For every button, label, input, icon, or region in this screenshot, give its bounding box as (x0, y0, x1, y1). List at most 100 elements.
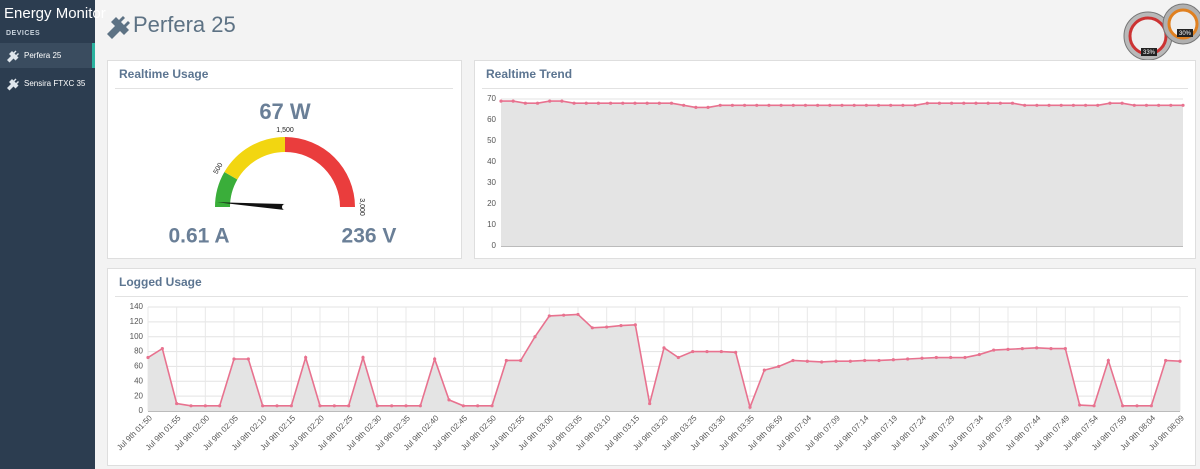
point (863, 358, 867, 363)
y-tick-label: 140 (130, 302, 144, 311)
point (913, 103, 917, 107)
device-item[interactable]: Perfera 25 (24, 51, 62, 60)
point (218, 404, 222, 408)
y-tick-label: 80 (134, 347, 143, 356)
point (375, 404, 379, 408)
point (1106, 358, 1110, 363)
point (719, 349, 723, 354)
point (891, 358, 895, 362)
point (621, 101, 625, 105)
point (1169, 103, 1173, 107)
point (146, 355, 150, 360)
point (418, 404, 422, 408)
status-widget: 33% 30% (1123, 3, 1200, 61)
point (523, 101, 527, 105)
point (596, 101, 601, 105)
point (584, 101, 588, 105)
point (682, 103, 686, 107)
point (1120, 101, 1124, 105)
point (834, 359, 838, 363)
point (304, 355, 308, 360)
point (852, 103, 856, 107)
gauge-tick-label: 3,000 (358, 198, 365, 216)
point (662, 346, 666, 350)
gauge-tick-label: 1,500 (276, 127, 294, 134)
point (848, 359, 852, 363)
y-tick-label: 100 (130, 332, 144, 341)
point (275, 404, 279, 408)
current-reading: 0.61 A (168, 225, 229, 248)
point (1096, 103, 1100, 107)
point (1121, 404, 1125, 408)
panel-title: Logged Usage (119, 275, 202, 289)
point (1047, 103, 1051, 107)
point (1049, 347, 1053, 351)
header-icon (107, 16, 130, 39)
point (906, 357, 910, 361)
point (590, 326, 594, 330)
point (203, 404, 207, 408)
active-indicator (92, 43, 95, 68)
point (977, 352, 981, 357)
point (1010, 101, 1015, 105)
point (433, 357, 437, 361)
point (347, 404, 351, 408)
point (560, 99, 564, 103)
power-reading: 67 W (259, 99, 311, 124)
device-item[interactable]: Sensira FTXC 35 (24, 79, 86, 88)
y-tick-label: 120 (130, 317, 144, 326)
point (877, 358, 881, 363)
gauge-needle (217, 202, 286, 210)
gauge-band (285, 137, 355, 207)
widget-badge (1177, 29, 1193, 37)
point (1059, 103, 1063, 107)
point (718, 103, 722, 107)
point (332, 404, 336, 408)
point (619, 323, 623, 328)
point (1157, 103, 1161, 107)
point (934, 355, 938, 360)
point (803, 103, 808, 107)
point (1178, 359, 1182, 363)
point (548, 99, 552, 103)
panel-title: Realtime Trend (486, 67, 572, 81)
point (949, 355, 953, 360)
point (706, 105, 710, 109)
point (1006, 347, 1010, 351)
point (1078, 403, 1082, 407)
point (160, 347, 164, 351)
point (950, 101, 954, 105)
point (519, 358, 523, 363)
point (767, 103, 771, 107)
point (1092, 404, 1096, 408)
y-tick-label: 30 (487, 178, 496, 187)
point (232, 357, 236, 361)
point (1135, 404, 1139, 408)
section-label: DEVICES (6, 30, 40, 37)
point (791, 103, 795, 107)
point (289, 404, 293, 408)
y-tick-label: 70 (487, 94, 496, 103)
point (633, 323, 637, 327)
point (461, 404, 465, 408)
y-tick-label: 50 (487, 136, 496, 145)
point (547, 314, 551, 318)
point (937, 101, 942, 105)
point (777, 364, 781, 369)
point (1035, 103, 1039, 107)
panel-title: Realtime Usage (119, 67, 209, 81)
point (992, 348, 996, 352)
y-tick-label: 20 (487, 199, 496, 208)
point (742, 103, 747, 107)
point (499, 99, 503, 103)
point (1181, 103, 1185, 107)
point (1083, 103, 1088, 107)
point (447, 398, 451, 402)
point (404, 404, 408, 408)
y-tick-label: 60 (134, 362, 143, 371)
point (1108, 101, 1112, 105)
plug-icon (7, 78, 19, 91)
point (730, 103, 734, 107)
